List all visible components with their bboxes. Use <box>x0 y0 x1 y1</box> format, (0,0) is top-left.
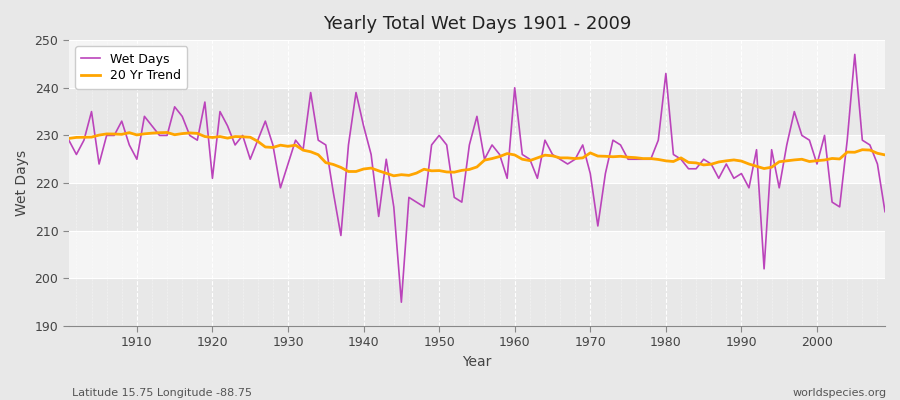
20 Yr Trend <box>389 174 400 178</box>
20 Yr Trend <box>525 158 535 163</box>
Text: Latitude 15.75 Longitude -88.75: Latitude 15.75 Longitude -88.75 <box>72 388 252 398</box>
20 Yr Trend <box>879 152 890 157</box>
Wet Days <box>290 138 301 142</box>
20 Yr Trend <box>517 157 527 162</box>
Text: worldspecies.org: worldspecies.org <box>792 388 886 398</box>
20 Yr Trend <box>343 169 354 174</box>
X-axis label: Year: Year <box>463 355 491 369</box>
Wet Days <box>879 209 890 214</box>
Wet Days <box>396 300 407 305</box>
20 Yr Trend <box>162 130 173 135</box>
Line: 20 Yr Trend: 20 Yr Trend <box>68 132 885 176</box>
Bar <box>68 136 885 183</box>
20 Yr Trend <box>298 148 309 152</box>
Wet Days <box>63 138 74 142</box>
Line: Wet Days: Wet Days <box>68 54 885 302</box>
Wet Days <box>509 85 520 90</box>
Wet Days <box>517 152 527 157</box>
Bar <box>68 231 885 278</box>
Bar <box>68 183 885 231</box>
20 Yr Trend <box>63 136 74 141</box>
Y-axis label: Wet Days: Wet Days <box>15 150 29 216</box>
Bar <box>68 40 885 88</box>
Legend: Wet Days, 20 Yr Trend: Wet Days, 20 Yr Trend <box>75 46 187 89</box>
Wet Days <box>336 233 346 238</box>
Wet Days <box>124 142 135 147</box>
Bar <box>68 88 885 136</box>
Bar <box>68 278 885 326</box>
Title: Yearly Total Wet Days 1901 - 2009: Yearly Total Wet Days 1901 - 2009 <box>323 15 631 33</box>
20 Yr Trend <box>615 154 626 159</box>
20 Yr Trend <box>124 130 135 135</box>
Wet Days <box>608 138 618 142</box>
Wet Days <box>850 52 860 57</box>
